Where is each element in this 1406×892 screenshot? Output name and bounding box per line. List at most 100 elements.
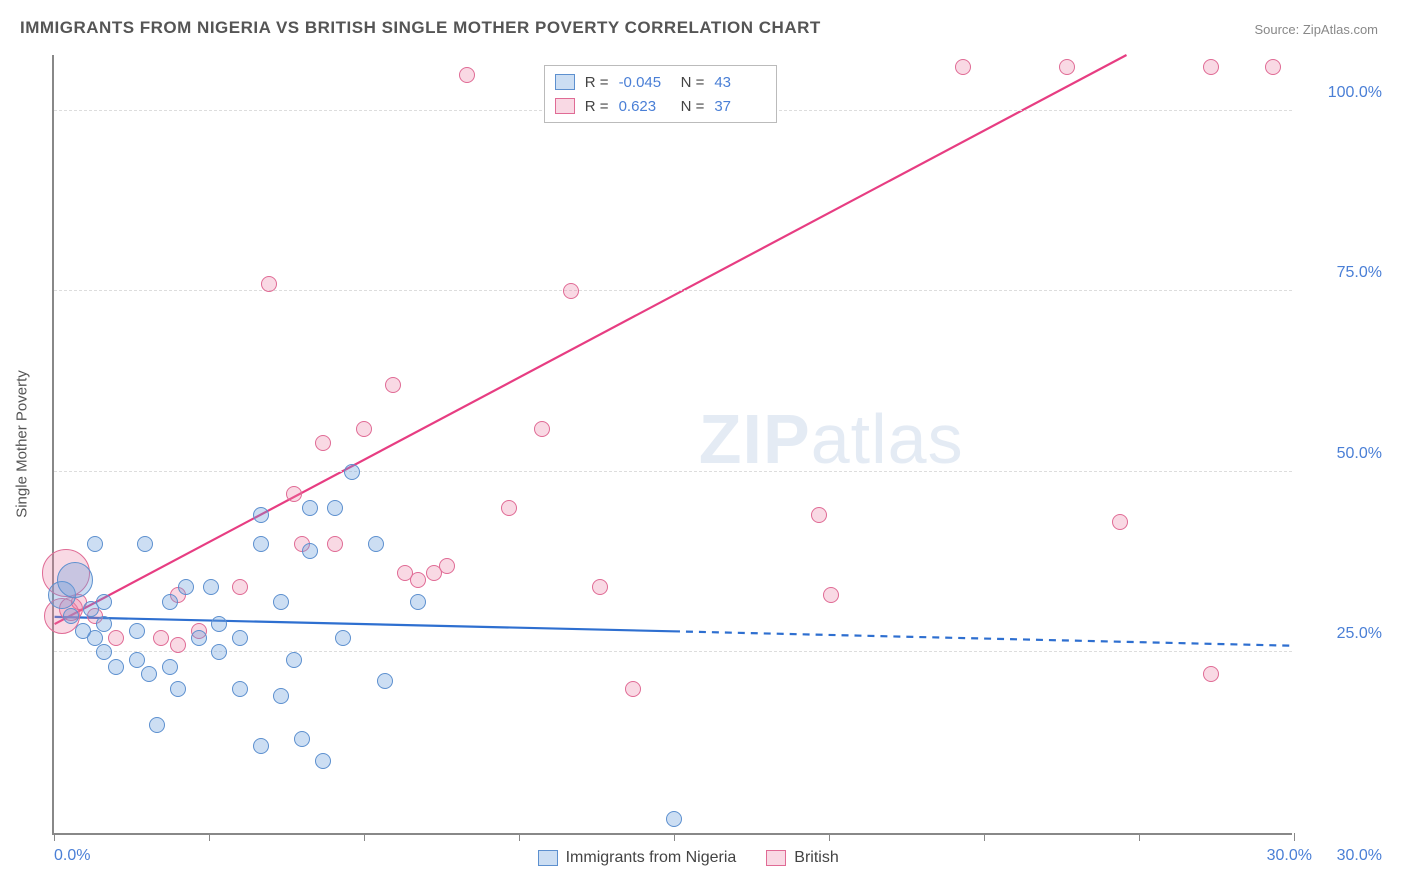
data-point-nigeria [129,652,145,668]
legend-item-nigeria: Immigrants from Nigeria [538,849,737,867]
chart-title: IMMIGRANTS FROM NIGERIA VS BRITISH SINGL… [20,18,821,38]
n-label: N = [681,98,705,115]
x-tick [1294,833,1295,841]
gridline [54,651,1292,652]
legend-item-british: British [766,849,838,867]
data-point-nigeria [273,688,289,704]
data-point-british [1112,514,1128,530]
data-point-nigeria [96,644,112,660]
r-label: R = [585,74,609,91]
data-point-nigeria [162,594,178,610]
data-point-british [410,572,426,588]
data-point-british [1265,59,1281,75]
n-value: 43 [714,74,766,91]
y-tick-label: 25.0% [1312,625,1382,643]
data-point-nigeria [302,543,318,559]
data-point-british [286,486,302,502]
data-point-nigeria [96,594,112,610]
gridline [54,471,1292,472]
trend-line [55,617,673,631]
data-point-nigeria [87,630,103,646]
swatch-nigeria [538,850,558,866]
data-point-british [459,67,475,83]
data-point-british [439,558,455,574]
stats-row-british: R =0.623N =37 [555,94,767,118]
data-point-nigeria [149,717,165,733]
x-tick [364,833,365,841]
x-tick [54,833,55,841]
data-point-nigeria [377,673,393,689]
data-point-british [592,579,608,595]
data-point-nigeria [273,594,289,610]
data-point-nigeria [253,507,269,523]
data-point-nigeria [327,500,343,516]
data-point-nigeria [211,616,227,632]
data-point-nigeria [232,630,248,646]
y-tick-label: 75.0% [1312,264,1382,282]
correlation-chart: IMMIGRANTS FROM NIGERIA VS BRITISH SINGL… [0,0,1406,892]
data-point-british [356,421,372,437]
n-value: 37 [714,98,766,115]
y-axis-title: Single Mother Poverty [14,370,31,518]
data-point-nigeria [96,616,112,632]
data-point-nigeria [302,500,318,516]
data-point-british [811,507,827,523]
data-point-nigeria [410,594,426,610]
data-point-british [327,536,343,552]
data-point-nigeria [87,536,103,552]
data-point-british [108,630,124,646]
data-point-nigeria [335,630,351,646]
legend-label: Immigrants from Nigeria [566,849,737,867]
data-point-british [385,377,401,393]
r-value: -0.045 [619,74,671,91]
data-point-nigeria [253,536,269,552]
data-point-british [153,630,169,646]
n-label: N = [681,74,705,91]
data-point-nigeria [191,630,207,646]
source-attribution: Source: ZipAtlas.com [1254,22,1378,37]
data-point-nigeria [57,562,93,598]
data-point-british [823,587,839,603]
trend-line [55,55,1127,624]
data-point-british [232,579,248,595]
swatch-nigeria [555,74,575,90]
watermark-zip: ZIP [699,400,811,478]
data-point-nigeria [162,659,178,675]
data-point-nigeria [344,464,360,480]
data-point-nigeria [666,811,682,827]
data-point-nigeria [63,608,79,624]
swatch-british [555,98,575,114]
x-tick [674,833,675,841]
data-point-nigeria [137,536,153,552]
x-tick [209,833,210,841]
x-tick [1139,833,1140,841]
stats-row-nigeria: R = -0.045 N = 43 [555,70,767,94]
data-point-british [534,421,550,437]
data-point-nigeria [141,666,157,682]
data-point-nigeria [211,644,227,660]
legend-label: British [794,849,838,867]
plot-area: Single Mother Poverty ZIPatlas 25.0%50.0… [52,55,1292,835]
data-point-british [170,637,186,653]
x-tick-label: 30.0% [1242,847,1312,865]
x-tick [984,833,985,841]
x-tick-label: 0.0% [54,847,90,865]
data-point-british [1203,59,1219,75]
data-point-nigeria [170,681,186,697]
stats-box: R = -0.045 N = 43R = 0.623 N = 37 [544,65,778,123]
data-point-nigeria [232,681,248,697]
data-point-nigeria [129,623,145,639]
y-tick-label: 50.0% [1312,445,1382,463]
data-point-british [955,59,971,75]
data-point-nigeria [203,579,219,595]
swatch-british [766,850,786,866]
data-point-british [563,283,579,299]
trend-lines-layer [54,55,1292,833]
x-tick [829,833,830,841]
r-value: 0.623 [619,98,671,115]
data-point-nigeria [178,579,194,595]
x-tick-label: 30.0% [1312,847,1382,865]
y-tick-label: 100.0% [1312,84,1382,102]
data-point-british [315,435,331,451]
trend-line [673,631,1291,645]
